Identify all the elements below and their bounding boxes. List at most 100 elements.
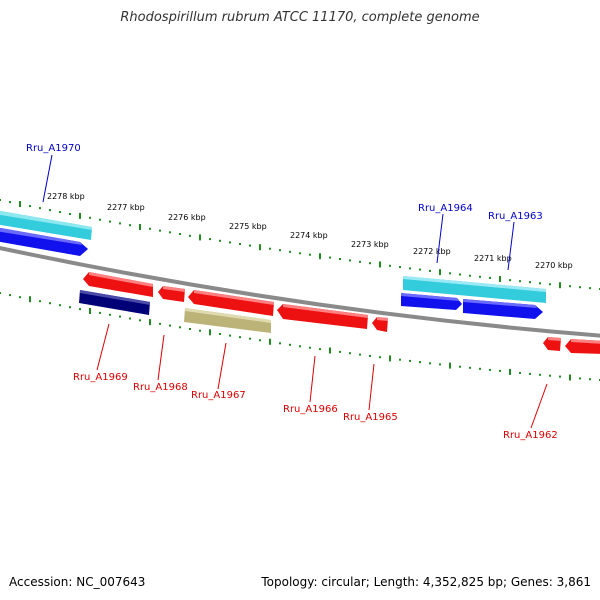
gene-label-rru-a1970[interactable]: Rru_A1970: [26, 143, 81, 154]
major-tick: [329, 347, 331, 354]
minor-tick: [209, 238, 211, 241]
leader-rru-a1969: [96, 323, 110, 371]
minor-tick: [349, 259, 351, 262]
major-tick: [569, 374, 571, 381]
gene-label-rru-a1964[interactable]: Rru_A1964: [418, 203, 473, 214]
tick-label-2278: 2278 kbp: [47, 192, 85, 201]
minor-tick: [119, 315, 121, 318]
lower-scale-track: [0, 292, 600, 381]
tick-label-2271: 2271 kbp: [474, 254, 512, 263]
gene-rru-a1967-red[interactable]: [188, 290, 274, 316]
leader-rru-a1963: [507, 221, 515, 271]
minor-tick: [459, 365, 461, 368]
gene-rru-a1964[interactable]: [403, 276, 546, 303]
gene-rru-a1966[interactable]: [277, 304, 368, 329]
minor-tick: [119, 222, 121, 225]
gene-rru-a1962[interactable]: [565, 339, 600, 354]
major-tick: [209, 329, 211, 336]
gene-rru-a1963[interactable]: [463, 299, 543, 319]
minor-tick: [269, 247, 271, 250]
minor-tick: [349, 352, 351, 355]
minor-tick: [279, 249, 281, 252]
minor-tick: [159, 229, 161, 232]
tick-label-2273: 2273 kbp: [351, 240, 389, 249]
major-tick: [439, 269, 441, 276]
minor-tick: [229, 334, 231, 337]
gene-rru-a1967-khaki[interactable]: [184, 308, 271, 333]
gene-label-rru-a1965[interactable]: Rru_A1965: [343, 412, 398, 423]
minor-tick: [99, 218, 101, 221]
major-tick: [319, 253, 321, 260]
minor-tick: [39, 300, 41, 303]
major-tick: [449, 362, 451, 369]
minor-tick: [429, 362, 431, 365]
minor-tick: [589, 378, 591, 381]
major-tick: [199, 234, 201, 241]
minor-tick: [0, 199, 1, 201]
minor-tick: [369, 354, 371, 357]
gene-label-rru-a1969[interactable]: Rru_A1969: [73, 372, 128, 383]
gene-rru-a1969[interactable]: [83, 272, 153, 297]
gene-rru-a1962-left[interactable]: [543, 337, 561, 351]
gene-rru-a1970-cyan[interactable]: [0, 210, 92, 240]
minor-tick: [289, 343, 291, 346]
minor-tick: [129, 317, 131, 320]
minor-tick: [479, 275, 481, 278]
minor-tick: [399, 358, 401, 361]
minor-tick: [439, 363, 441, 366]
minor-tick: [99, 311, 101, 314]
minor-tick: [309, 346, 311, 349]
minor-tick: [219, 333, 221, 335]
minor-tick: [219, 239, 221, 242]
gene-rru-a1970-blue[interactable]: [0, 227, 88, 256]
gene-label-rru-a1966[interactable]: Rru_A1966: [283, 404, 338, 415]
gene-rru-a1964-blue[interactable]: [401, 293, 462, 310]
tick-label-2277: 2277 kbp: [107, 203, 145, 212]
minor-tick: [299, 252, 301, 255]
minor-tick: [49, 209, 51, 212]
minor-tick: [289, 250, 291, 253]
gene-label-rru-a1967[interactable]: Rru_A1967: [191, 390, 246, 401]
minor-tick: [499, 369, 501, 372]
gene-rru-a1969-navy[interactable]: [79, 290, 150, 315]
minor-tick: [159, 322, 161, 325]
minor-tick: [109, 313, 111, 316]
accession-text: Accession: NC_007643: [9, 575, 146, 589]
minor-tick: [179, 326, 181, 329]
tick-label-2276: 2276 kbp: [168, 213, 206, 222]
minor-tick: [549, 283, 551, 286]
gene-rru-a1968[interactable]: [158, 286, 185, 302]
tick-label-2275: 2275 kbp: [229, 222, 267, 231]
minor-tick: [529, 372, 531, 375]
genome-backbone: [0, 246, 600, 338]
major-tick: [29, 296, 31, 303]
minor-tick: [249, 337, 251, 340]
minor-tick: [459, 273, 461, 276]
minor-tick: [539, 282, 541, 285]
minor-tick: [279, 342, 281, 345]
minor-tick: [489, 368, 491, 371]
minor-tick: [9, 294, 11, 297]
minor-tick: [109, 220, 111, 223]
minor-tick: [399, 266, 401, 269]
minor-tick: [139, 319, 141, 322]
minor-tick: [529, 281, 531, 284]
minor-tick: [339, 350, 341, 353]
leader-rru-a1965: [368, 363, 375, 411]
minor-tick: [69, 213, 71, 215]
gene-label-rru-a1962[interactable]: Rru_A1962: [503, 430, 558, 441]
gene-label-rru-a1968[interactable]: Rru_A1968: [133, 382, 188, 393]
major-tick: [559, 282, 561, 289]
minor-tick: [69, 306, 71, 309]
gene-rru-a1965[interactable]: [372, 317, 388, 332]
minor-tick: [239, 336, 241, 339]
leader-rru-a1962: [530, 383, 548, 429]
tick-label-2270: 2270 kbp: [535, 261, 573, 270]
gene-label-rru-a1963[interactable]: Rru_A1963: [488, 211, 543, 222]
leader-rru-a1964: [436, 213, 444, 264]
minor-tick: [359, 353, 361, 356]
tick-label-2274: 2274 kbp: [290, 231, 328, 240]
minor-tick: [519, 371, 521, 374]
minor-tick: [169, 231, 171, 234]
